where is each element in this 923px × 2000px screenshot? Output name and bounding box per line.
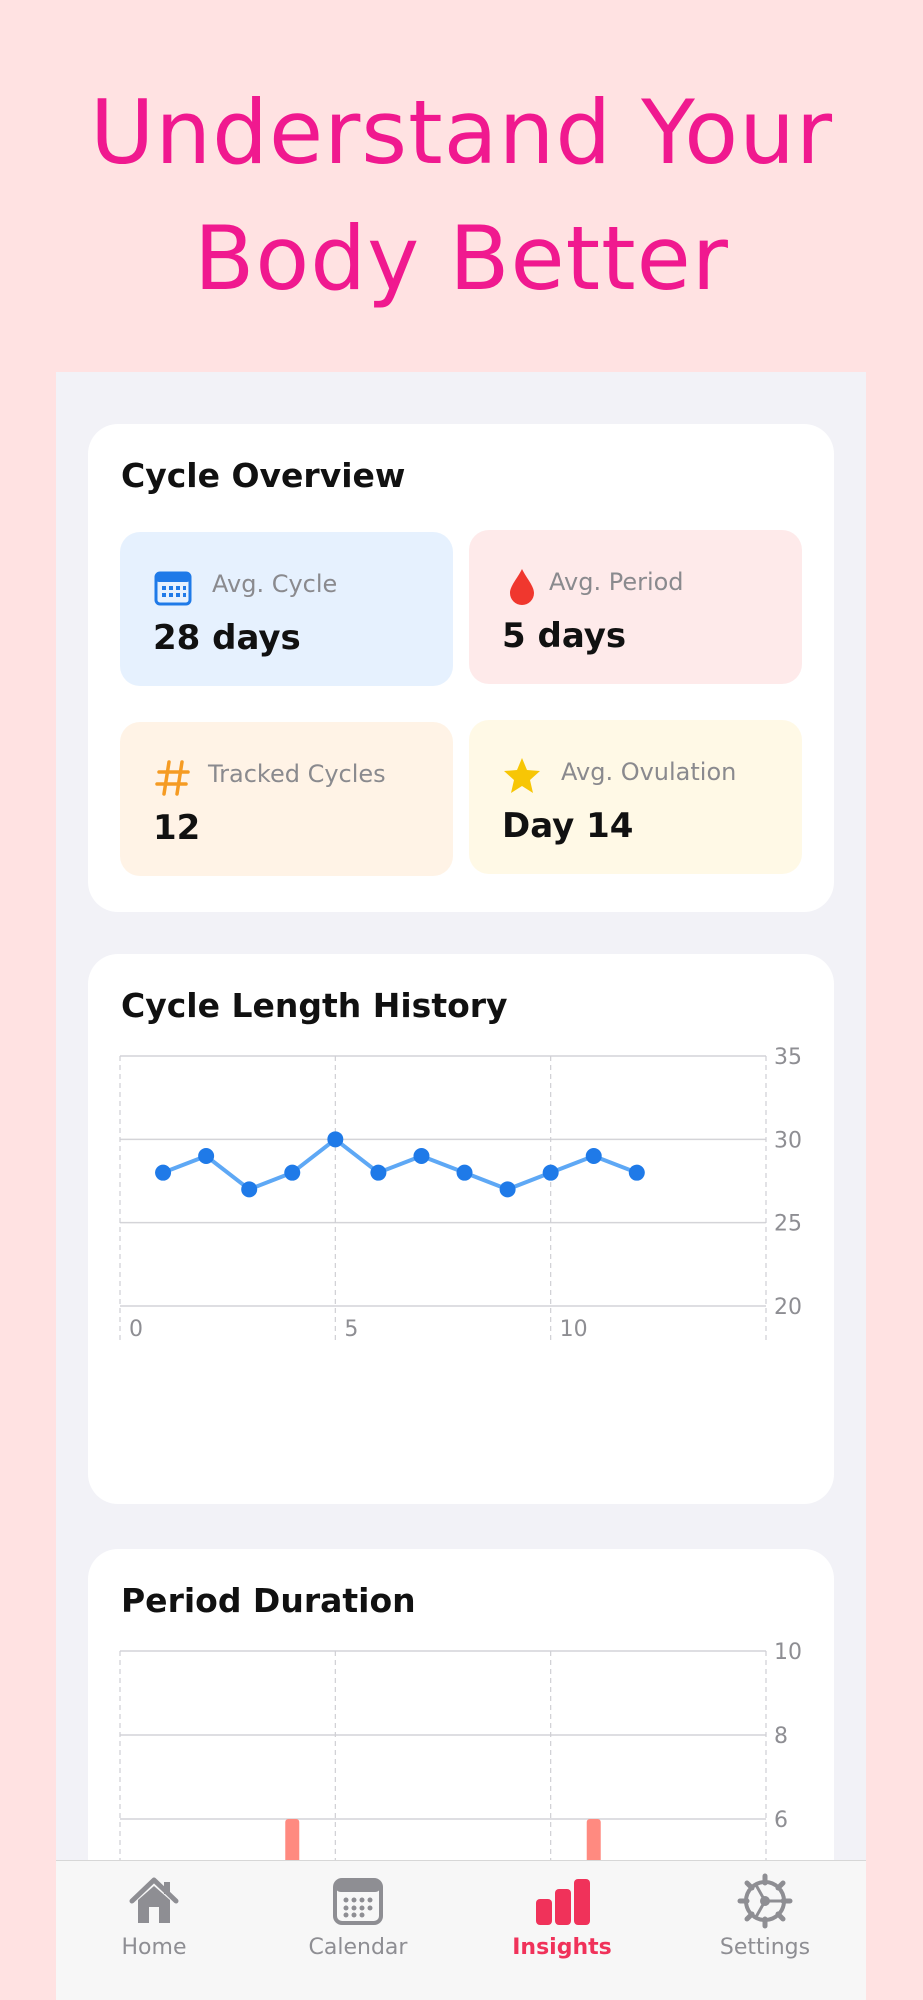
calendar-icon <box>333 1878 383 1925</box>
tab-settings-label: Settings <box>719 1935 811 1960</box>
avg-cycle-tile[interactable]: Avg. Cycle 28 days <box>120 532 453 686</box>
house-icon <box>129 1877 179 1923</box>
x-tick-label: 10 <box>560 1317 588 1342</box>
tracked-cycles-label: Tracked Cycles <box>208 760 386 788</box>
y-tick-label: 20 <box>774 1295 802 1320</box>
avg-period-value: 5 days <box>502 616 627 656</box>
tab-bar: Home Calendar Insights <box>56 1860 866 2000</box>
data-point <box>370 1164 387 1181</box>
headline-line-2: Body Better <box>194 207 729 310</box>
drop-icon <box>510 569 534 605</box>
period-duration-title: Period Duration <box>121 1581 416 1620</box>
cycle-length-card: Cycle Length History 20 25 30 35 0 5 10 <box>88 954 834 1504</box>
y-tick-label: 30 <box>774 1128 802 1153</box>
y-tick-label: 25 <box>774 1212 802 1237</box>
y-tick-label: 6 <box>774 1808 788 1833</box>
x-tick-label: 0 <box>129 1317 143 1342</box>
data-point <box>198 1148 215 1164</box>
tab-home[interactable]: Home <box>56 1861 254 2000</box>
chart-bars-icon <box>536 1879 590 1925</box>
cycle-overview-card: Cycle Overview Avg. Cycle 28 days Avg. P… <box>88 424 834 912</box>
data-point <box>284 1164 301 1181</box>
avg-period-tile[interactable]: Avg. Period 5 days <box>469 530 802 684</box>
avg-cycle-label: Avg. Cycle <box>212 570 338 598</box>
tracked-cycles-tile[interactable]: Tracked Cycles 12 <box>120 722 453 876</box>
data-point <box>327 1131 344 1148</box>
data-point <box>585 1148 602 1164</box>
tab-calendar[interactable]: Calendar <box>258 1861 458 2000</box>
data-point <box>241 1181 258 1198</box>
cycle-length-chart: 20 25 30 35 0 5 10 <box>119 1045 802 1342</box>
tracked-cycles-value: 12 <box>153 808 201 848</box>
data-point <box>499 1181 516 1198</box>
tab-insights-label: Insights <box>512 1935 612 1960</box>
data-point <box>542 1164 559 1181</box>
avg-period-label: Avg. Period <box>549 568 684 596</box>
tab-insights[interactable]: Insights <box>462 1861 662 2000</box>
hash-icon <box>155 760 190 796</box>
avg-cycle-value: 28 days <box>153 618 301 658</box>
gear-icon <box>737 1873 793 1929</box>
headline: Understand Your Body Better <box>0 70 923 322</box>
tab-calendar-label: Calendar <box>308 1935 408 1960</box>
app-screen: Cycle Overview Avg. Cycle 28 days Avg. P… <box>56 372 866 2000</box>
y-tick-label: 10 <box>774 1640 802 1665</box>
tab-home-label: Home <box>121 1935 187 1960</box>
data-point <box>456 1164 473 1181</box>
data-point <box>155 1164 172 1181</box>
period-duration-chart: 6 8 10 <box>119 1640 802 1939</box>
avg-ovulation-value: Day 14 <box>502 806 634 846</box>
avg-ovulation-tile[interactable]: Avg. Ovulation Day 14 <box>469 720 802 874</box>
x-tick-label: 5 <box>344 1317 358 1342</box>
series-line <box>162 1137 638 1192</box>
star-icon <box>504 758 540 793</box>
headline-line-1: Understand Your <box>89 81 834 184</box>
y-tick-label: 35 <box>774 1045 802 1070</box>
data-point <box>413 1148 430 1164</box>
cycle-length-title: Cycle Length History <box>121 986 508 1025</box>
y-tick-label: 8 <box>774 1724 788 1749</box>
avg-ovulation-label: Avg. Ovulation <box>561 758 737 786</box>
data-point <box>628 1164 645 1181</box>
tab-settings[interactable]: Settings <box>665 1861 865 2000</box>
calendar-icon <box>154 571 192 606</box>
cycle-overview-title: Cycle Overview <box>121 456 406 495</box>
